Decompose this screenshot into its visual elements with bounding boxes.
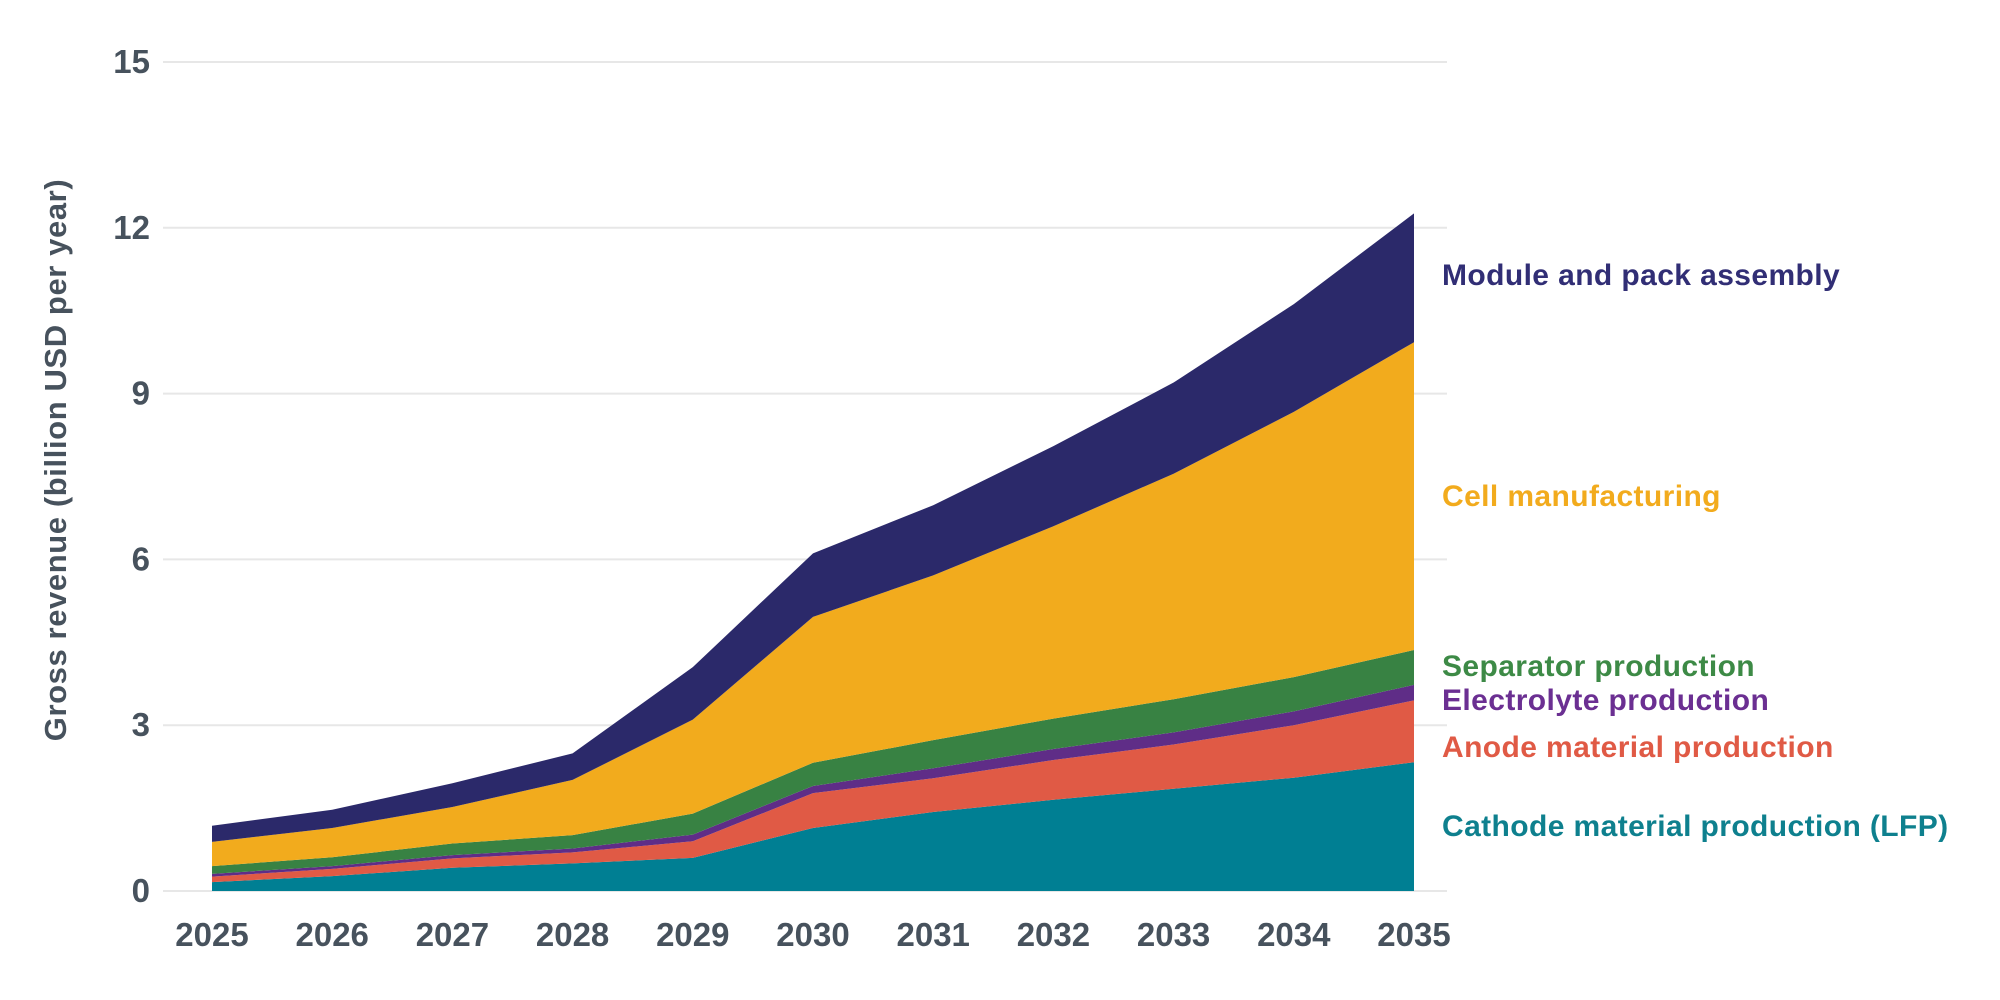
y-tick-label-9: 9	[132, 375, 150, 412]
y-tick-label-6: 6	[132, 540, 150, 577]
y-axis-title: Gross revenue (billion USD per year)	[38, 178, 73, 742]
y-tick-label-0: 0	[132, 872, 150, 909]
x-tick-label-2031: 2031	[896, 916, 969, 953]
y-tick-label-15: 15	[113, 43, 150, 80]
x-tick-label-2034: 2034	[1257, 916, 1331, 953]
y-tick-label-12: 12	[113, 209, 150, 246]
x-tick-label-2025: 2025	[175, 916, 248, 953]
y-tick-label-3: 3	[132, 706, 150, 743]
x-tick-label-2032: 2032	[1017, 916, 1090, 953]
x-tick-label-2035: 2035	[1377, 916, 1450, 953]
x-tick-label-2033: 2033	[1137, 916, 1210, 953]
x-tick-label-2027: 2027	[416, 916, 489, 953]
area-band-cell-manufacturing	[212, 342, 1414, 867]
area-band-cathode-material-production-lfp-	[212, 762, 1414, 891]
x-tick-label-2030: 2030	[776, 916, 849, 953]
x-tick-label-2026: 2026	[295, 916, 368, 953]
x-tick-label-2028: 2028	[536, 916, 609, 953]
x-tick-label-2029: 2029	[656, 916, 729, 953]
